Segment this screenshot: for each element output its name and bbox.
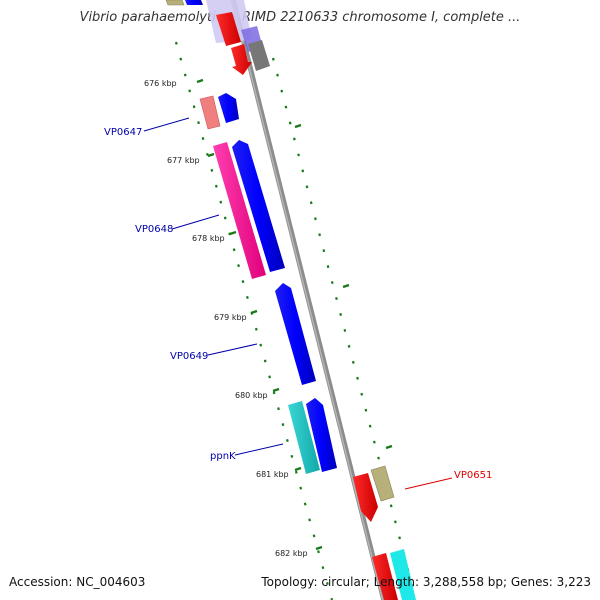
- tick-track-left: [174, 41, 334, 600]
- gene-feature-vp0648-blue: [232, 140, 285, 272]
- gene-features: [165, 0, 416, 600]
- scale-labels: 676 kbp 677 kbp 678 kbp 679 kbp 680 kbp …: [144, 79, 308, 558]
- major-tick: [342, 283, 350, 289]
- gene-label-ppnk[interactable]: ppnK: [210, 451, 236, 462]
- gene-feature-vp0647-salmon: [199, 95, 221, 130]
- gene-feature-top-red: [216, 12, 241, 46]
- gene-feature-red-arrow: [231, 44, 252, 75]
- gene-feature-bottom-cyan: [390, 549, 416, 600]
- gene-label-leader-vp0649: [207, 343, 258, 356]
- gene-label-vp0651[interactable]: VP0651: [454, 470, 492, 481]
- gene-feature-vp0650-blue: [306, 398, 337, 472]
- gene-label-leader-ppnk: [234, 443, 284, 456]
- gene-label-leader-vp0647: [143, 117, 190, 132]
- gene-feature-vp0648-pink: [213, 142, 266, 279]
- major-ticks: [196, 78, 393, 551]
- scale-label: 682 kbp: [275, 549, 308, 558]
- scale-label: 677 kbp: [167, 156, 200, 165]
- gene-labels: VP0647 VP0648 VP0649 ppnK VP0651: [104, 127, 492, 481]
- scale-label: 676 kbp: [144, 79, 177, 88]
- gene-feature-vp0647-blue: [218, 93, 239, 123]
- scale-label: 679 kbp: [214, 313, 247, 322]
- gene-feature-vp0649-blue: [275, 283, 316, 385]
- major-tick: [229, 230, 237, 236]
- major-tick: [207, 152, 215, 158]
- major-tick: [294, 466, 302, 472]
- gene-feature-bottom-red: [372, 553, 398, 600]
- gene-label-vp0647[interactable]: VP0647: [104, 127, 142, 138]
- scale-label: 678 kbp: [192, 234, 225, 243]
- topology-text: Topology: circular; Length: 3,288,558 bp…: [261, 575, 591, 589]
- gene-feature-gray: [248, 40, 270, 71]
- gene-label-vp0648[interactable]: VP0648: [135, 224, 173, 235]
- gene-feature-ppnk-teal: [288, 401, 320, 474]
- major-tick: [272, 387, 280, 393]
- gene-label-lines: [143, 117, 453, 490]
- gene-feature-top-olive: [165, 0, 185, 6]
- major-tick: [250, 309, 258, 315]
- gene-feature-top-blue: [185, 0, 203, 5]
- map-title: Vibrio parahaemolyticus RIMD 2210633 chr…: [79, 10, 521, 25]
- gene-feature-vp0651-olive: [370, 465, 395, 502]
- accession-text: Accession: NC_004603: [9, 575, 146, 589]
- major-tick: [385, 444, 393, 450]
- gene-label-vp0649[interactable]: VP0649: [170, 351, 208, 362]
- scale-label: 681 kbp: [256, 470, 289, 479]
- major-tick: [196, 78, 204, 84]
- gene-label-leader-vp0648: [171, 214, 220, 230]
- gene-label-leader-vp0651: [404, 477, 453, 490]
- gene-feature-vp0651-red: [353, 473, 378, 522]
- major-tick: [315, 545, 323, 551]
- scale-label: 680 kbp: [235, 391, 268, 400]
- major-tick: [294, 123, 302, 129]
